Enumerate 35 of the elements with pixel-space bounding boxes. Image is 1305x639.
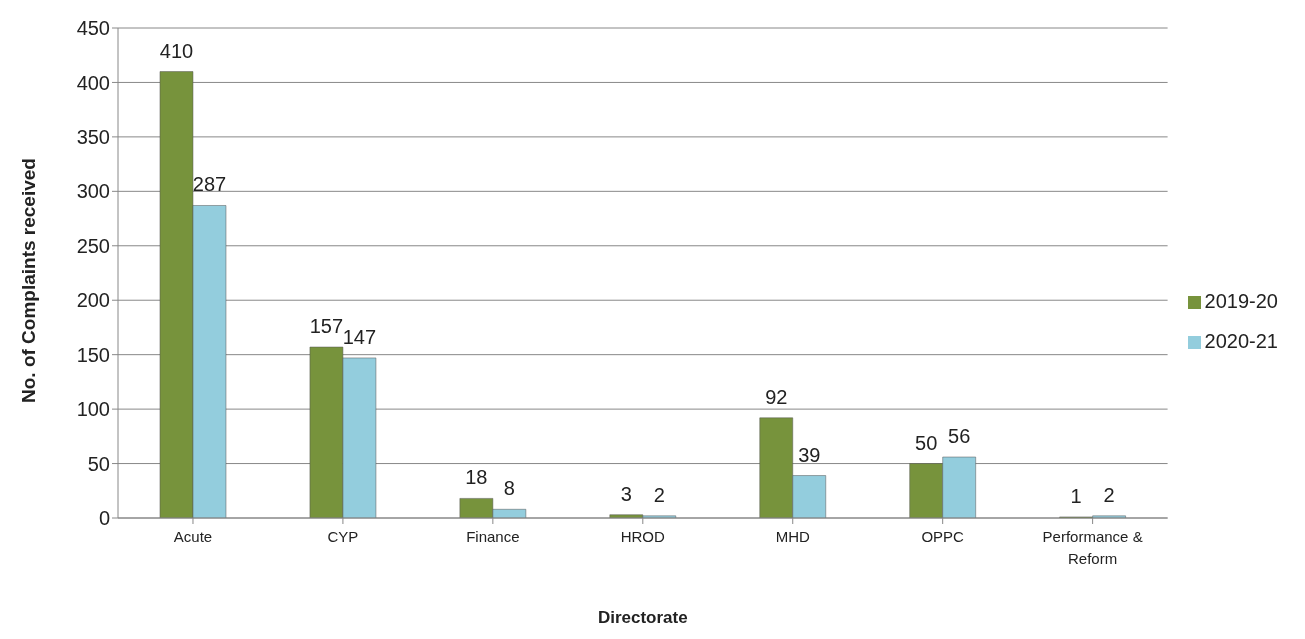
x-tick-label: CYP: [327, 528, 359, 545]
data-label: 410: [159, 39, 194, 62]
x-tick-label: Acute: [173, 528, 213, 545]
data-label: 2: [1103, 483, 1115, 506]
x-tick-label: MHD: [775, 528, 810, 545]
data-label: 287: [192, 173, 227, 196]
x-axis-title: Directorate: [597, 608, 688, 627]
y-tick-label: 150: [76, 343, 110, 366]
y-axis-title: No. of Complaints received: [17, 158, 39, 403]
data-label: 157: [309, 315, 344, 338]
y-tick-label: 250: [76, 234, 110, 257]
x-tick-label: Performance & Reform: [1042, 528, 1143, 567]
y-tick-label: 400: [76, 71, 110, 94]
y-tick-label: 50: [87, 452, 110, 475]
data-label: 2: [653, 483, 665, 506]
data-label: 1: [1070, 484, 1082, 507]
data-label: 50: [915, 431, 938, 454]
legend-label: 2019-20: [1204, 289, 1278, 312]
data-label: 92: [765, 385, 788, 408]
data-label: 8: [503, 477, 515, 500]
data-label: 18: [465, 466, 488, 489]
data-label: 147: [342, 325, 377, 348]
data-label: 39: [798, 443, 821, 466]
y-tick-label: 0: [98, 507, 110, 530]
x-tick-label: Finance: [466, 528, 520, 545]
legend-label: 2020-21: [1204, 329, 1278, 352]
x-tick-label: HROD: [620, 528, 666, 545]
y-tick-label: 350: [76, 125, 110, 148]
x-tick-label: OPPC: [921, 528, 965, 545]
data-label: 56: [948, 425, 971, 448]
data-label: 3: [620, 482, 632, 505]
y-tick-label: 450: [76, 17, 110, 40]
y-tick-label: 100: [76, 398, 110, 421]
y-tick-label: 300: [76, 180, 110, 203]
y-tick-label: 200: [76, 289, 110, 312]
